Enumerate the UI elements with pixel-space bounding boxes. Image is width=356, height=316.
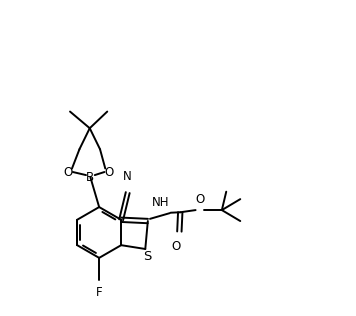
Text: O: O	[104, 166, 114, 179]
Text: O: O	[195, 193, 205, 206]
Text: S: S	[143, 250, 151, 263]
Text: B: B	[86, 171, 94, 184]
Text: NH: NH	[152, 196, 169, 209]
Text: O: O	[171, 240, 180, 253]
Text: F: F	[96, 286, 103, 299]
Text: N: N	[123, 170, 132, 183]
Text: O: O	[64, 166, 73, 179]
